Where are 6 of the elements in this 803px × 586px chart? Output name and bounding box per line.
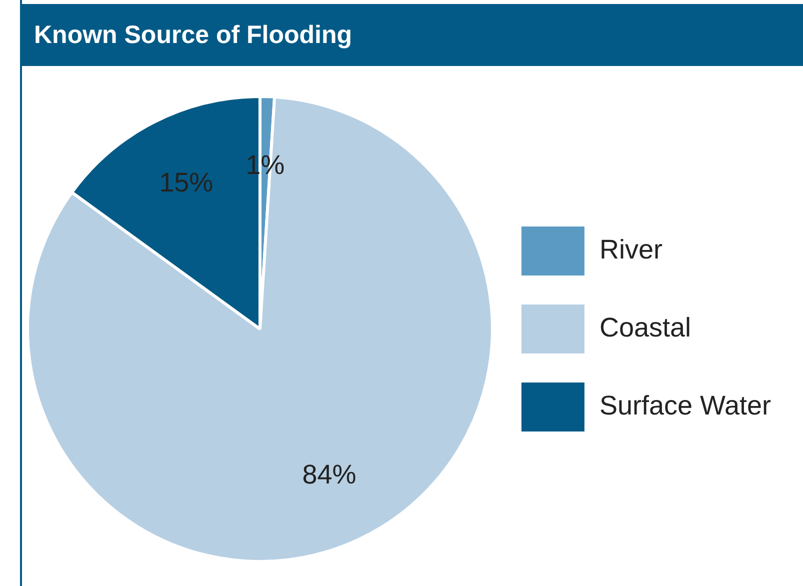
legend-label: Surface Water <box>599 390 772 420</box>
data-label: 15% <box>159 167 214 198</box>
legend-label: Coastal <box>599 312 691 342</box>
legend-label: River <box>599 234 662 264</box>
chart-title: Known Source of Flooding <box>20 4 803 66</box>
data-label: 84% <box>302 460 356 490</box>
